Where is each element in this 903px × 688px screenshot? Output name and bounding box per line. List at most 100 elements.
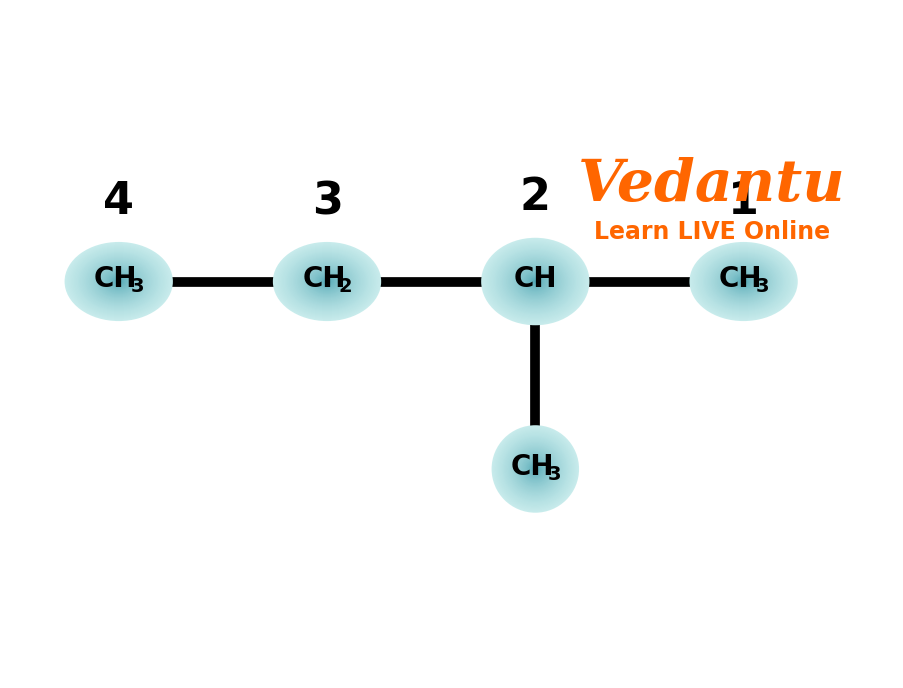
Ellipse shape	[488, 244, 582, 320]
Ellipse shape	[281, 248, 373, 315]
Text: 2: 2	[339, 277, 352, 297]
Ellipse shape	[502, 436, 567, 502]
Ellipse shape	[498, 433, 571, 505]
Ellipse shape	[534, 281, 536, 283]
Ellipse shape	[303, 265, 349, 299]
Ellipse shape	[284, 250, 370, 313]
Ellipse shape	[496, 250, 574, 313]
Ellipse shape	[517, 451, 554, 488]
Ellipse shape	[88, 260, 148, 303]
Ellipse shape	[308, 268, 346, 295]
Ellipse shape	[492, 427, 577, 512]
Text: 3: 3	[131, 277, 144, 297]
Ellipse shape	[529, 464, 540, 475]
Ellipse shape	[83, 256, 154, 308]
Ellipse shape	[530, 464, 539, 473]
Text: CH: CH	[718, 266, 761, 293]
Text: 2: 2	[519, 176, 550, 219]
Ellipse shape	[107, 272, 131, 290]
Ellipse shape	[314, 272, 339, 290]
Ellipse shape	[725, 268, 760, 294]
Ellipse shape	[722, 267, 763, 297]
Ellipse shape	[520, 270, 550, 294]
Ellipse shape	[493, 248, 577, 315]
Ellipse shape	[279, 247, 374, 316]
Ellipse shape	[289, 254, 365, 309]
Ellipse shape	[716, 261, 770, 301]
Ellipse shape	[300, 261, 354, 301]
Ellipse shape	[703, 252, 784, 311]
Ellipse shape	[317, 275, 336, 288]
Ellipse shape	[287, 252, 366, 310]
Ellipse shape	[709, 257, 777, 306]
Ellipse shape	[497, 251, 573, 312]
Ellipse shape	[113, 277, 124, 286]
Ellipse shape	[732, 274, 754, 290]
Ellipse shape	[105, 272, 132, 292]
Ellipse shape	[512, 446, 558, 492]
Ellipse shape	[112, 277, 126, 286]
Ellipse shape	[491, 246, 578, 316]
Ellipse shape	[502, 255, 567, 308]
Ellipse shape	[519, 453, 550, 484]
Ellipse shape	[499, 253, 570, 310]
Ellipse shape	[517, 268, 553, 296]
Ellipse shape	[523, 272, 547, 291]
Ellipse shape	[91, 261, 145, 301]
Ellipse shape	[67, 244, 170, 319]
Ellipse shape	[741, 281, 744, 283]
Ellipse shape	[735, 276, 751, 288]
Ellipse shape	[88, 259, 150, 304]
Ellipse shape	[513, 264, 556, 299]
Text: CH: CH	[510, 453, 554, 481]
Ellipse shape	[701, 251, 785, 312]
Ellipse shape	[97, 266, 140, 297]
Text: 3: 3	[755, 277, 768, 297]
Ellipse shape	[82, 255, 155, 308]
Ellipse shape	[294, 258, 359, 305]
Text: Vedantu: Vedantu	[577, 158, 844, 214]
Ellipse shape	[286, 252, 368, 311]
Ellipse shape	[698, 249, 787, 314]
Ellipse shape	[491, 425, 579, 513]
Ellipse shape	[733, 275, 752, 288]
Ellipse shape	[320, 277, 333, 286]
Ellipse shape	[738, 277, 749, 286]
Ellipse shape	[117, 281, 120, 283]
Ellipse shape	[496, 429, 574, 508]
Ellipse shape	[505, 257, 564, 305]
Ellipse shape	[703, 252, 782, 310]
Ellipse shape	[325, 281, 328, 283]
Text: 3: 3	[546, 464, 560, 484]
Ellipse shape	[503, 438, 566, 501]
Ellipse shape	[517, 451, 553, 486]
Ellipse shape	[509, 261, 561, 302]
Ellipse shape	[695, 247, 790, 316]
Ellipse shape	[713, 260, 773, 303]
Ellipse shape	[90, 261, 147, 302]
Ellipse shape	[504, 257, 566, 307]
Ellipse shape	[482, 239, 588, 324]
Ellipse shape	[94, 264, 143, 299]
Ellipse shape	[518, 453, 551, 485]
Ellipse shape	[507, 440, 563, 497]
Ellipse shape	[493, 427, 576, 510]
Ellipse shape	[80, 254, 156, 309]
Ellipse shape	[720, 265, 766, 299]
Ellipse shape	[727, 270, 759, 293]
Ellipse shape	[527, 462, 543, 477]
Ellipse shape	[730, 272, 757, 292]
Text: 4: 4	[103, 180, 134, 223]
Ellipse shape	[96, 265, 142, 299]
Ellipse shape	[276, 245, 377, 318]
Ellipse shape	[303, 264, 351, 299]
Ellipse shape	[282, 249, 371, 314]
Ellipse shape	[526, 274, 545, 289]
Ellipse shape	[507, 442, 562, 496]
Ellipse shape	[321, 277, 332, 286]
Ellipse shape	[712, 259, 774, 304]
Ellipse shape	[274, 243, 379, 320]
Ellipse shape	[71, 247, 166, 316]
Ellipse shape	[518, 268, 551, 294]
Ellipse shape	[284, 251, 368, 312]
